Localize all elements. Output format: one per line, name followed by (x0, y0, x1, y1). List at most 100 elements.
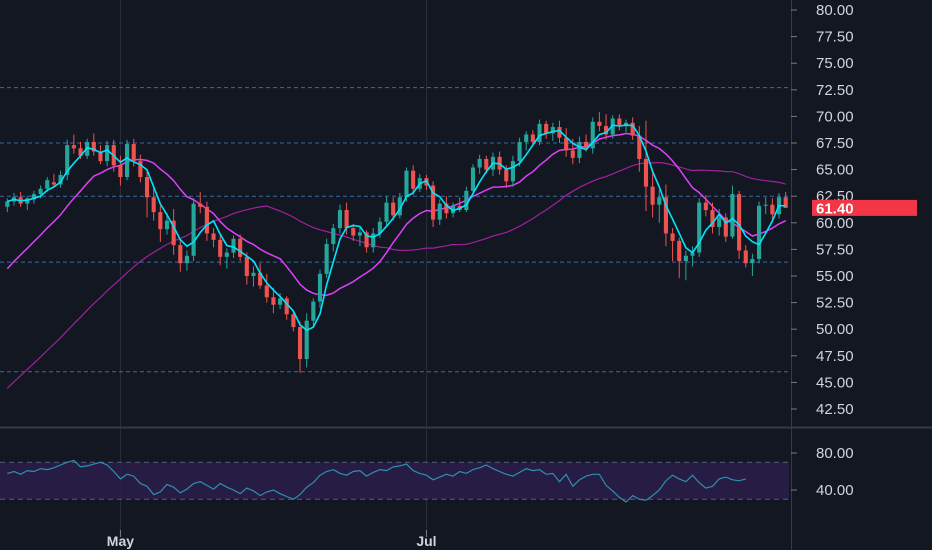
candle[interactable] (657, 189, 662, 223)
candle[interactable] (297, 321, 303, 373)
candle[interactable] (151, 187, 156, 221)
candle[interactable] (411, 165, 416, 196)
candle[interactable] (291, 310, 296, 332)
candle[interactable] (763, 197, 768, 215)
price-tick-label: 55.00 (816, 268, 854, 285)
candle[interactable] (643, 120, 649, 212)
candle[interactable] (464, 186, 469, 213)
candle[interactable] (730, 185, 735, 239)
candle-body (364, 232, 369, 248)
candle[interactable] (391, 197, 396, 221)
candle[interactable] (577, 136, 582, 164)
candle[interactable] (284, 296, 289, 320)
candle[interactable] (444, 196, 449, 219)
candle[interactable] (144, 170, 150, 218)
candle[interactable] (317, 269, 323, 308)
candle[interactable] (757, 201, 762, 264)
candle[interactable] (164, 213, 170, 235)
candle-body (158, 212, 163, 230)
candle[interactable] (770, 198, 775, 220)
candle[interactable] (337, 204, 343, 234)
candle[interactable] (204, 201, 209, 241)
candle-body (337, 210, 343, 229)
candle[interactable] (71, 134, 76, 154)
candle[interactable] (690, 246, 695, 267)
price-axis[interactable]: 80.0077.5075.0072.5070.0067.5065.0062.50… (791, 2, 854, 418)
candle[interactable] (371, 228, 376, 253)
candle[interactable] (683, 250, 688, 281)
candle[interactable] (783, 191, 788, 208)
ma-fast-path (7, 124, 786, 332)
price-tick-label: 60.00 (816, 215, 854, 232)
candle[interactable] (743, 245, 748, 268)
candle[interactable] (530, 130, 535, 147)
candle[interactable] (98, 145, 103, 165)
candle[interactable] (723, 213, 728, 242)
candle[interactable] (670, 228, 675, 262)
candle[interactable] (258, 263, 263, 289)
candle[interactable] (271, 287, 276, 314)
candle[interactable] (517, 137, 522, 167)
candle[interactable] (218, 235, 223, 266)
candle[interactable] (178, 238, 183, 272)
candle[interactable] (171, 208, 176, 255)
candle[interactable] (557, 120, 562, 143)
candle[interactable] (311, 298, 316, 328)
candle[interactable] (597, 112, 602, 132)
candle[interactable] (211, 228, 216, 248)
candle[interactable] (663, 184, 668, 247)
candle[interactable] (603, 114, 609, 140)
candle[interactable] (158, 205, 163, 242)
candle[interactable] (31, 190, 36, 204)
candle[interactable] (537, 119, 542, 146)
candle[interactable] (65, 139, 70, 181)
candle[interactable] (138, 154, 143, 183)
candle[interactable] (590, 117, 595, 154)
candle[interactable] (384, 196, 389, 228)
candle[interactable] (524, 131, 529, 151)
candle[interactable] (637, 125, 642, 172)
candle[interactable] (710, 202, 715, 234)
candle[interactable] (630, 117, 635, 140)
candle[interactable] (610, 115, 615, 139)
candle[interactable] (617, 114, 622, 131)
candle[interactable] (331, 223, 336, 252)
candle[interactable] (351, 223, 356, 241)
candle[interactable] (224, 248, 229, 269)
candle[interactable] (191, 198, 196, 262)
candle[interactable] (650, 172, 655, 218)
candle[interactable] (544, 120, 549, 139)
candle[interactable] (304, 313, 309, 368)
candle[interactable] (703, 195, 708, 217)
candle[interactable] (198, 191, 203, 214)
candle[interactable] (564, 128, 569, 157)
candle[interactable] (510, 155, 515, 187)
candle[interactable] (238, 234, 243, 262)
candle[interactable] (357, 227, 362, 247)
candle[interactable] (477, 154, 482, 174)
candle[interactable] (118, 155, 123, 186)
candle[interactable] (251, 266, 256, 287)
candle[interactable] (750, 253, 755, 276)
candle[interactable] (91, 133, 96, 156)
candle[interactable] (5, 198, 10, 213)
candle[interactable] (470, 164, 476, 198)
candle[interactable] (184, 250, 190, 271)
candle[interactable] (677, 237, 682, 279)
candle[interactable] (397, 193, 402, 219)
candle[interactable] (105, 140, 110, 167)
candle[interactable] (437, 199, 442, 225)
candle[interactable] (431, 181, 436, 228)
candle[interactable] (324, 238, 329, 279)
candle[interactable] (51, 173, 56, 188)
candle[interactable] (58, 170, 63, 188)
candle[interactable] (125, 139, 130, 181)
candle[interactable] (264, 273, 269, 303)
time-axis[interactable]: May Jul (107, 530, 437, 549)
candle[interactable] (697, 198, 702, 257)
candle[interactable] (244, 252, 249, 285)
candle-body (278, 298, 283, 305)
candle[interactable] (364, 230, 369, 253)
rsi-axis[interactable]: 80.00 40.00 (791, 445, 854, 499)
